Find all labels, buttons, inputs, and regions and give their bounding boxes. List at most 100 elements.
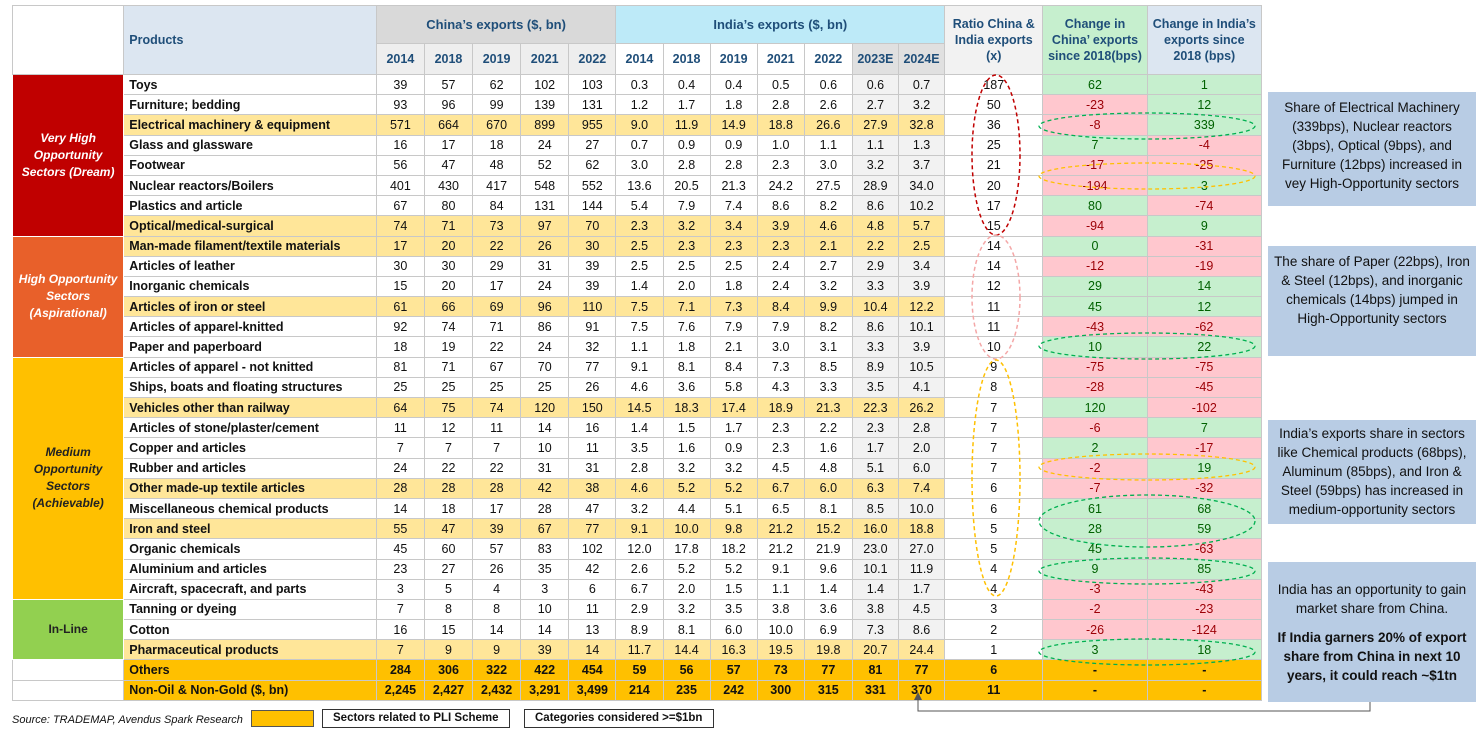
india-export-value: 34.0 (897, 174, 946, 197)
total-india-change: - (1146, 659, 1263, 681)
india-export-value: 9.8 (709, 518, 758, 540)
china-export-value: 28 (520, 497, 570, 520)
china-change-value: 80 (1042, 195, 1148, 217)
india-export-value: 2.3 (615, 215, 664, 237)
china-export-value: 57 (423, 73, 474, 96)
india-export-value: 3.2 (897, 94, 946, 116)
india-export-value: 3.5 (709, 598, 758, 621)
india-export-value: 8.6 (756, 195, 805, 217)
total-label: Others (123, 659, 377, 681)
china-export-value: 3 (375, 578, 425, 600)
china-export-value: 57 (472, 538, 522, 560)
india-change-value: 9 (1146, 215, 1263, 237)
india-total-value: 57 (709, 659, 758, 681)
china-export-value: 73 (472, 215, 522, 237)
ratio-value: 7 (944, 437, 1044, 459)
india-export-value: 3.7 (897, 154, 946, 176)
india-export-value: 2.4 (756, 275, 805, 298)
china-change-value: 61 (1042, 497, 1148, 520)
product-name: Aluminium and articles (123, 558, 377, 580)
china-export-value: 71 (472, 316, 522, 338)
india-change-value: 3 (1146, 174, 1263, 197)
india-export-value: 8.4 (756, 296, 805, 318)
table-row: Nuclear reactors/Boilers 401 430 417 548 552 1… (13, 174, 1263, 197)
ratio-value: 7 (944, 457, 1044, 479)
china-export-value: 102 (568, 538, 617, 560)
china-export-value: 17 (472, 497, 522, 520)
china-total-value: 2,427 (423, 679, 474, 701)
china-export-value: 955 (568, 114, 617, 136)
china-export-value: 9 (423, 639, 474, 661)
india-year-header: 2014 (615, 43, 664, 75)
india-export-value: 10.1 (897, 316, 946, 338)
india-export-value: 5.7 (897, 215, 946, 237)
china-export-value: 39 (472, 518, 522, 540)
product-name: Miscellaneous chemical products (123, 497, 377, 520)
total-india-change: - (1146, 679, 1263, 701)
china-export-value: 3 (520, 578, 570, 600)
india-export-value: 2.3 (662, 235, 711, 257)
china-export-value: 31 (568, 457, 617, 479)
india-export-value: 2.8 (756, 94, 805, 116)
india-export-value: 5.2 (709, 477, 758, 499)
china-export-value: 11 (472, 417, 522, 439)
china-export-value: 8 (472, 598, 522, 621)
india-change-value: -23 (1146, 598, 1263, 621)
india-change-value: 7 (1146, 417, 1263, 439)
india-export-value: 16.0 (851, 518, 899, 540)
china-export-value: 103 (568, 73, 617, 96)
product-name: Furniture; bedding (123, 94, 377, 116)
china-export-value: 131 (520, 195, 570, 217)
india-export-value: 3.2 (662, 457, 711, 479)
india-export-value: 4.4 (662, 497, 711, 520)
china-total-value: 454 (568, 659, 617, 681)
india-total-value: 77 (803, 659, 853, 681)
china-export-value: 16 (375, 134, 425, 156)
india-export-value: 3.4 (897, 255, 946, 277)
india-total-value: 235 (662, 679, 711, 701)
india-export-value: 7.4 (709, 195, 758, 217)
china-export-value: 664 (423, 114, 474, 136)
india-change-value: -4 (1146, 134, 1263, 156)
china-export-value: 670 (472, 114, 522, 136)
india-export-value: 1.4 (615, 275, 664, 298)
china-export-value: 28 (472, 477, 522, 499)
china-export-value: 26 (568, 376, 617, 399)
india-export-value: 9.1 (615, 518, 664, 540)
china-export-value: 64 (375, 396, 425, 419)
india-change-value: -43 (1146, 578, 1263, 600)
china-export-value: 25 (520, 376, 570, 399)
china-export-value: 71 (423, 356, 474, 378)
china-export-value: 99 (472, 94, 522, 116)
china-export-value: 71 (423, 215, 474, 237)
china-change-value: 28 (1042, 518, 1148, 540)
india-export-value: 3.3 (803, 376, 853, 399)
china-year-header: 2018 (423, 43, 474, 75)
ratio-value: 6 (944, 497, 1044, 520)
india-export-value: 10.0 (897, 497, 946, 520)
table-row: Aircraft, spacecraft, and parts 3 5 4 3 6 6.7 2… (13, 578, 1263, 600)
india-export-value: 8.5 (851, 497, 899, 520)
india-change-value: -63 (1146, 538, 1263, 560)
china-export-value: 96 (423, 94, 474, 116)
china-export-value: 110 (568, 296, 617, 318)
ratio-value: 8 (944, 376, 1044, 399)
india-change-value: 14 (1146, 275, 1263, 298)
india-export-value: 1.4 (851, 578, 899, 600)
ratio-value: 2 (944, 619, 1044, 641)
note-opportunity-text: India has an opportunity to gain market … (1277, 582, 1467, 616)
india-export-value: 3.2 (662, 598, 711, 621)
india-export-value: 27.9 (851, 114, 899, 136)
india-export-value: 1.8 (662, 336, 711, 358)
china-change-value: -17 (1042, 154, 1148, 176)
product-name: Copper and articles (123, 437, 377, 459)
china-export-value: 12 (423, 417, 474, 439)
india-change-value: -62 (1146, 316, 1263, 338)
india-export-value: 2.4 (756, 255, 805, 277)
china-export-value: 6 (568, 578, 617, 600)
ratio-value: 21 (944, 154, 1044, 176)
china-export-value: 8 (423, 598, 474, 621)
china-export-value: 97 (520, 215, 570, 237)
india-export-value: 18.8 (756, 114, 805, 136)
ratio-value: 1 (944, 639, 1044, 661)
